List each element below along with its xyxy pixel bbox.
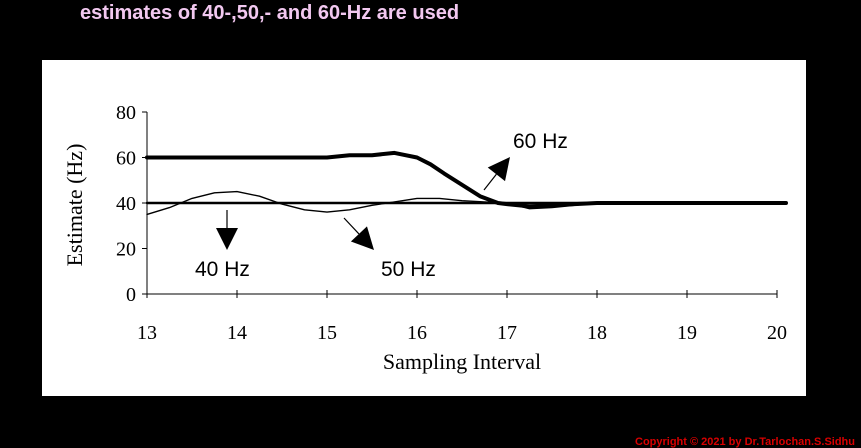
y-axis-label: Estimate (Hz) — [62, 144, 87, 267]
x-tick-label: 13 — [137, 322, 157, 344]
axes: 0 20 40 60 80 13 14 15 16 17 18 19 20 — [116, 102, 787, 344]
x-tick-label: 16 — [407, 322, 427, 344]
x-tick-label: 15 — [317, 322, 337, 344]
x-tick-label: 14 — [227, 322, 247, 344]
x-axis-label: Sampling Interval — [383, 349, 541, 374]
y-tick-label: 20 — [116, 239, 136, 261]
arrow-50hz — [343, 217, 374, 250]
y-tick-label: 40 — [116, 193, 136, 215]
x-tick-label: 20 — [767, 322, 787, 344]
y-tick-label: 0 — [126, 284, 136, 306]
x-tick-label: 19 — [677, 322, 697, 344]
annotation-50hz: 50 Hz — [381, 258, 436, 281]
annotation-arrows — [216, 157, 510, 250]
annotation-40hz: 40 Hz — [195, 258, 250, 281]
series-line-s60 — [145, 150, 788, 209]
x-tick-label: 17 — [497, 322, 517, 344]
y-tick-label: 60 — [116, 148, 136, 170]
arrow-40hz — [216, 210, 238, 250]
x-tick-label: 18 — [587, 322, 607, 344]
annotation-60hz: 60 Hz — [513, 130, 568, 153]
series-group — [145, 150, 788, 216]
chart-panel: 0 20 40 60 80 13 14 15 16 17 18 19 20 Estimate (Hz) … — [42, 60, 806, 396]
arrow-60hz — [483, 157, 510, 191]
y-tick-label: 80 — [116, 102, 136, 124]
slide-heading: estimates of 40-,50,- and 60-Hz are used — [80, 2, 460, 24]
copyright-notice: Copyright © 2021 by Dr.Tarlochan.S.Sidhu — [635, 436, 855, 448]
